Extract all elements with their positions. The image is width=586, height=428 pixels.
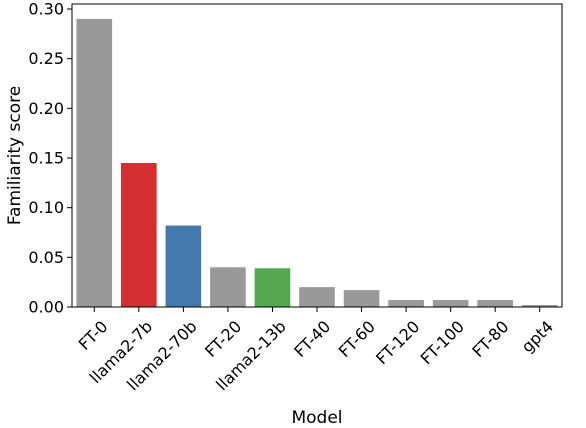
x-tick-label: FT-40 <box>290 317 334 361</box>
y-tick-label: 0.00 <box>28 298 64 317</box>
bar-llama2-70b <box>165 225 202 307</box>
bar-FT-100 <box>432 300 469 307</box>
bar-llama2-7b <box>121 162 157 307</box>
bar-FT-60 <box>343 290 380 307</box>
y-tick-label: 0.25 <box>28 49 64 68</box>
y-tick-label: 0.15 <box>28 149 64 168</box>
bar-FT-40 <box>299 287 335 307</box>
bars-group <box>76 18 558 308</box>
x-axis-label: Model <box>291 408 342 428</box>
x-tick-label: FT-80 <box>468 317 512 361</box>
bar-gpt4 <box>521 305 558 307</box>
x-tick-label: gpt4 <box>518 317 557 356</box>
y-axis-label: Familiarity score <box>5 86 25 225</box>
x-tick-label: FT-100 <box>417 317 468 368</box>
y-tick-label: 0.10 <box>28 198 64 217</box>
x-tick-label: FT-120 <box>372 317 423 368</box>
bar-FT-120 <box>388 300 424 307</box>
y-tick-label: 0.05 <box>28 248 64 267</box>
y-tick-label: 0.30 <box>28 0 64 19</box>
x-tick-label: FT-0 <box>75 317 112 354</box>
y-axis: 0.00 0.05 0.10 0.15 0.20 0.25 0.30 <box>28 0 72 317</box>
y-tick-label: 0.20 <box>28 99 64 118</box>
bar-FT-80 <box>477 300 513 307</box>
bar-FT-0 <box>76 18 113 308</box>
bar-FT-20 <box>210 267 246 307</box>
bar-llama2-13b <box>254 268 291 307</box>
plot-frame <box>71 3 563 308</box>
